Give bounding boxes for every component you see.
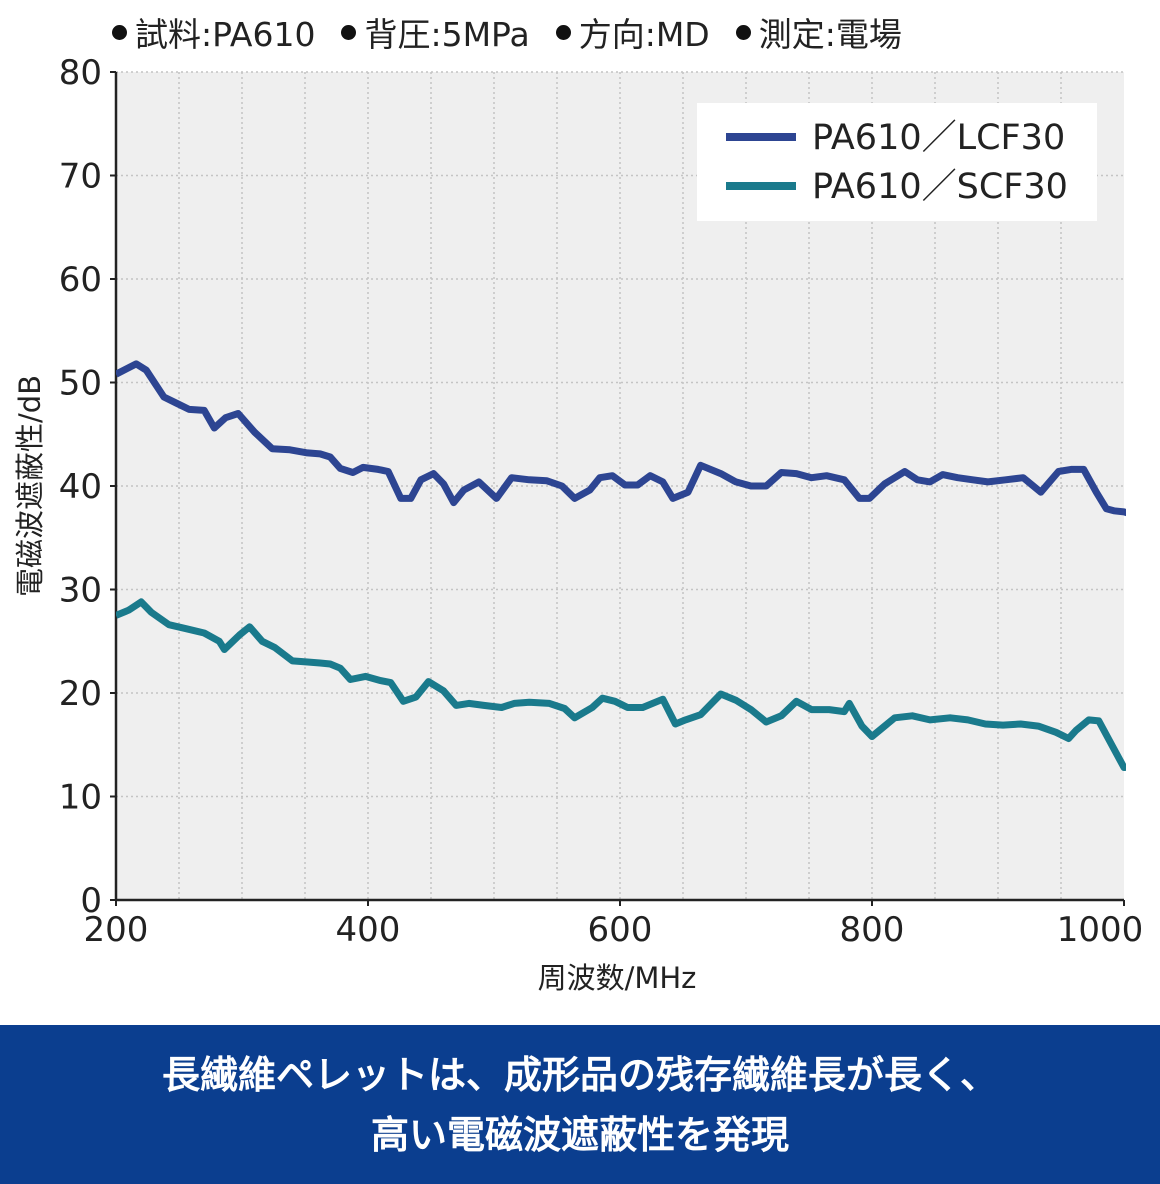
bullet-icon <box>735 24 751 40</box>
y-tick-labels: 0 10 20 30 40 50 60 70 80 <box>59 53 102 921</box>
condition-measurement: 測定:電場 <box>735 8 902 56</box>
legend-box <box>697 103 1097 221</box>
condition-direction: 方向:MD <box>555 8 710 56</box>
y-tick-label: 10 <box>59 778 102 818</box>
y-tick-label: 0 <box>80 881 102 921</box>
legend-label-scf30: PA610／SCF30 <box>812 167 1068 207</box>
y-tick-label: 20 <box>59 674 102 714</box>
y-tick-label: 60 <box>59 260 102 300</box>
x-tick-label: 400 <box>336 910 401 950</box>
shielding-chart: 0 10 20 30 40 50 60 70 80 200 400 600 800 1000 周波数/M… <box>13 53 1144 995</box>
condition-sample: 試料:PA610 <box>112 8 315 56</box>
x-axis-label: 周波数/MHz <box>538 961 697 995</box>
y-axis-label: 電磁波遮蔽性/dB <box>13 375 47 597</box>
series-lines <box>116 360 1126 771</box>
x-tick-label: 200 <box>84 910 149 950</box>
x-tick-label: 800 <box>840 910 905 950</box>
y-tick-label: 40 <box>59 467 102 507</box>
x-tick-label: 1000 <box>1057 910 1144 950</box>
series-line-lcf30 <box>116 360 1126 517</box>
y-tick-label: 50 <box>59 364 102 404</box>
summary-banner: 長繊維ペレットは、成形品の残存繊維長が長く、 高い電磁波遮蔽性を発現 <box>0 1025 1160 1184</box>
condition-back-pressure: 背圧:5MPa <box>341 8 530 56</box>
condition-sample-label: 試料:PA610 <box>135 15 316 54</box>
y-tick-label: 80 <box>59 53 102 93</box>
banner-line-1: 長繊維ペレットは、成形品の残存繊維長が長く、 <box>161 1052 998 1097</box>
bullet-icon <box>555 24 571 40</box>
x-tick-label: 600 <box>588 910 653 950</box>
condition-direction-label: 方向:MD <box>578 15 710 54</box>
x-tick-labels: 200 400 600 800 1000 <box>84 910 1144 950</box>
series-line-scf30 <box>116 598 1126 771</box>
legend-label-lcf30: PA610／LCF30 <box>812 118 1065 158</box>
banner-line-2: 高い電磁波遮蔽性を発現 <box>370 1112 789 1157</box>
conditions-bar: 試料:PA610 背圧:5MPa 方向:MD 測定:電場 <box>112 8 1152 56</box>
bullet-icon <box>112 24 127 40</box>
condition-measurement-label: 測定:電場 <box>758 15 902 54</box>
condition-back-pressure-label: 背圧:5MPa <box>364 15 530 54</box>
bullet-icon <box>341 24 357 40</box>
y-tick-label: 70 <box>59 157 102 197</box>
y-tick-label: 30 <box>59 571 102 611</box>
legend: PA610／LCF30 PA610／SCF30 <box>697 103 1097 221</box>
axes <box>110 71 1125 906</box>
